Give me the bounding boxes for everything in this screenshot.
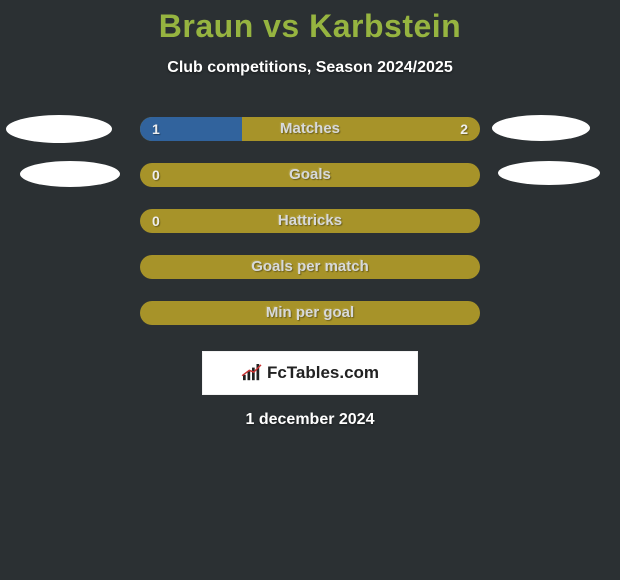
stat-row: Hattricks0 [0,207,620,253]
subtitle: Club competitions, Season 2024/2025 [0,59,620,77]
stat-bar-track [140,209,480,233]
logo-text: FcTables.com [267,363,379,383]
page-root: Braun vs Karbstein Club competitions, Se… [0,0,620,580]
stat-bar-track [140,163,480,187]
stat-bar-track [140,301,480,325]
player-marker-left [20,161,120,187]
player-marker-left [6,115,112,143]
stat-row: Goals0 [0,161,620,207]
logo: FcTables.com [241,363,379,383]
date-label: 1 december 2024 [0,411,620,429]
player-marker-right [492,115,590,141]
stat-row: Min per goal [0,299,620,345]
barchart-icon [241,364,263,382]
stat-bar-track [140,117,480,141]
stat-row: Goals per match [0,253,620,299]
page-title: Braun vs Karbstein [0,0,620,45]
player-marker-right [498,161,600,185]
title-player2: Karbstein [309,8,461,44]
stat-bar-track [140,255,480,279]
stat-row: Matches12 [0,115,620,161]
comparison-chart: Matches12Goals0Hattricks0Goals per match… [0,115,620,345]
stat-bar-fill-left [140,117,242,141]
title-player1: Braun [159,8,254,44]
logo-box: FcTables.com [202,351,418,395]
title-vs: vs [263,8,300,44]
